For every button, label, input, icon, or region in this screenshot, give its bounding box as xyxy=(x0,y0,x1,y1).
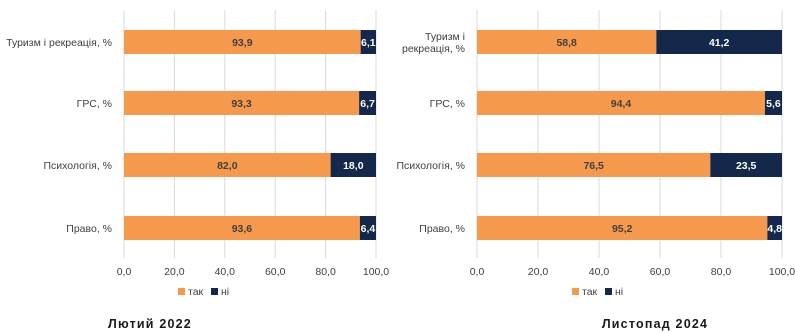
data-label-no: 18,0 xyxy=(343,160,364,172)
bar-no xyxy=(656,30,782,54)
bar-no xyxy=(710,153,782,177)
legend-label: так xyxy=(188,286,204,298)
chart-caption: Лютий 2022 xyxy=(108,317,192,331)
category-label: Психологія, % xyxy=(43,160,112,172)
x-tick-label: 80,0 xyxy=(711,266,732,278)
bar-no xyxy=(764,91,782,115)
x-tick-label: 60,0 xyxy=(265,266,286,278)
legend-swatch xyxy=(572,288,579,295)
x-tick-label: 100,0 xyxy=(363,266,389,278)
bar-no xyxy=(330,153,376,177)
chart-caption: Листопад 2024 xyxy=(602,317,708,331)
legend-swatch xyxy=(178,288,185,295)
bar-yes xyxy=(477,216,768,240)
x-tick-label: 20,0 xyxy=(164,266,185,278)
x-tick-label: 80,0 xyxy=(315,266,336,278)
x-tick-label: 0,0 xyxy=(470,266,485,278)
data-label-yes: 93,3 xyxy=(231,98,252,110)
data-label-no: 4,8 xyxy=(767,223,782,235)
x-tick-label: 40,0 xyxy=(589,266,610,278)
legend-label: ні xyxy=(221,286,229,298)
bar-no xyxy=(360,30,376,54)
data-label-no: 6,4 xyxy=(361,223,376,235)
category-label: Туризм і рекреація, % xyxy=(6,37,112,49)
category-label: Психологія, % xyxy=(396,160,465,172)
bar-no xyxy=(359,91,376,115)
data-label-yes: 93,9 xyxy=(232,37,253,49)
category-label: Туризм і xyxy=(425,31,465,43)
bar-yes xyxy=(124,153,331,177)
data-label-yes: 94,4 xyxy=(611,98,632,110)
category-label: Право, % xyxy=(66,223,112,235)
category-label: ГРС, % xyxy=(77,98,112,110)
data-label-no: 23,5 xyxy=(736,160,757,172)
legend-swatch xyxy=(211,288,218,295)
data-label-yes: 58,8 xyxy=(556,37,577,49)
bar-no xyxy=(767,216,782,240)
x-tick-label: 100,0 xyxy=(769,266,795,278)
x-tick-label: 40,0 xyxy=(215,266,236,278)
category-label: Право, % xyxy=(419,223,465,235)
data-label-no: 6,1 xyxy=(361,37,376,49)
data-label-yes: 93,6 xyxy=(232,223,253,235)
x-tick-label: 0,0 xyxy=(117,266,132,278)
data-label-yes: 82,0 xyxy=(217,160,238,172)
chart-panel-1: 0,0 20,0 40,0 60,0 80,0 100,0 93,9 6,1 Туризм і … xyxy=(6,10,389,331)
bar-yes xyxy=(477,30,657,54)
category-label: ГРС, % xyxy=(430,98,465,110)
bar-yes xyxy=(124,30,361,54)
bar-yes xyxy=(124,91,360,115)
bar-no xyxy=(359,216,376,240)
bar-yes xyxy=(477,91,765,115)
data-label-no: 41,2 xyxy=(709,37,730,49)
category-label: рекреація, % xyxy=(402,43,465,55)
data-label-no: 6,7 xyxy=(360,98,375,110)
x-tick-label: 20,0 xyxy=(528,266,549,278)
legend-label: ні xyxy=(615,286,623,298)
data-label-no: 5,6 xyxy=(766,98,781,110)
bar-yes xyxy=(477,153,711,177)
data-label-yes: 76,5 xyxy=(583,160,604,172)
bar-yes xyxy=(124,216,360,240)
data-label-yes: 95,2 xyxy=(612,223,633,235)
legend-swatch xyxy=(605,288,612,295)
legend-label: так xyxy=(582,286,598,298)
x-tick-label: 60,0 xyxy=(650,266,671,278)
chart-panel-2: 0,0 20,0 40,0 60,0 80,0 100,0 58,8 41,2 Туризм і… xyxy=(396,10,795,331)
